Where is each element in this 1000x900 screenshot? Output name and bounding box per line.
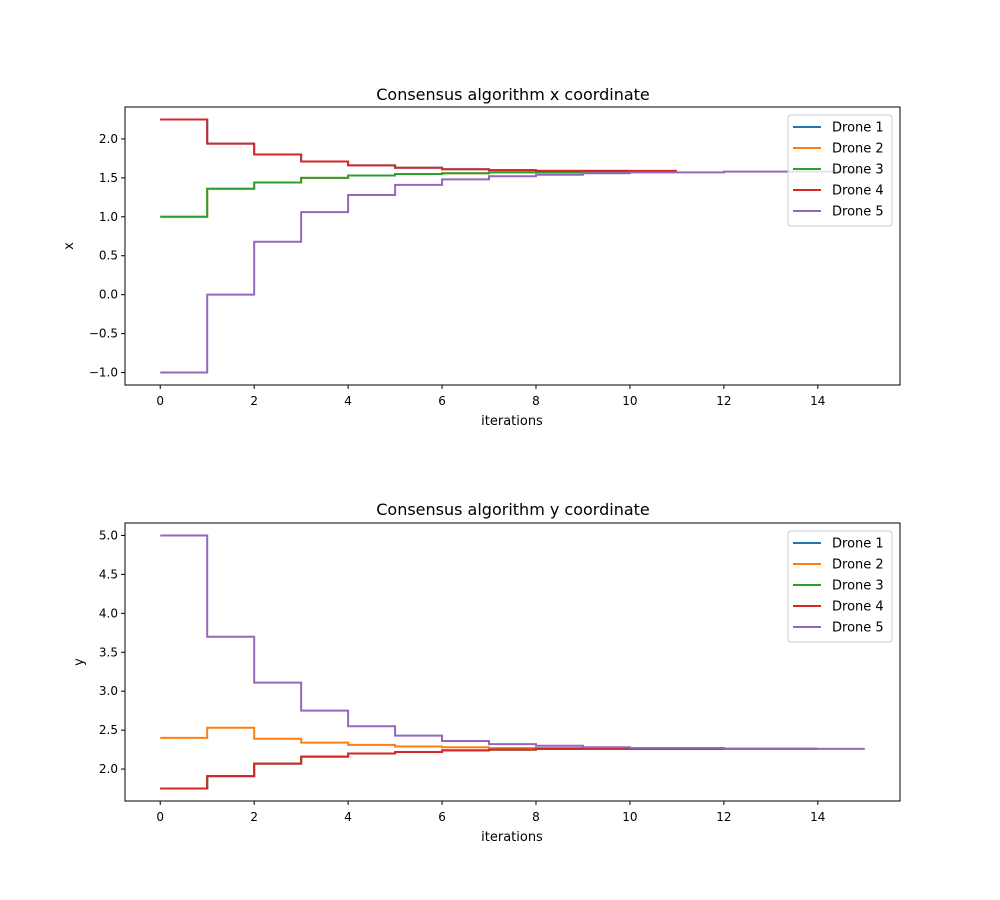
y-tick-label: 2.0 <box>99 762 118 776</box>
x-axis-label: iterations <box>481 414 543 429</box>
y-tick-label: −1.0 <box>89 366 118 380</box>
y-tick-label: −0.5 <box>89 327 118 341</box>
legend: Drone 1 Drone 2 Drone 3 Drone 4 Drone 5 <box>787 530 893 643</box>
series-line-drone-3 <box>160 170 677 218</box>
axes-frame <box>124 106 901 386</box>
series-line-drone-4 <box>160 118 677 172</box>
x-tick-label: 0 <box>156 810 164 824</box>
y-axis-label: x <box>62 242 77 250</box>
x-tick-label: 2 <box>250 810 258 824</box>
x-tick-label: 6 <box>438 810 446 824</box>
legend-label: Drone 4 <box>832 184 884 199</box>
x-tick-label: 8 <box>532 810 540 824</box>
x-tick-label: 10 <box>622 810 637 824</box>
legend-label: Drone 2 <box>832 558 884 573</box>
legend-box <box>787 114 893 227</box>
y-tick-label: 3.5 <box>99 645 118 659</box>
x-tick-label: 12 <box>716 394 731 408</box>
x-tick-label: 8 <box>532 394 540 408</box>
legend-label: Drone 1 <box>832 537 884 552</box>
y-tick-label: 0.5 <box>99 249 118 263</box>
y-tick-label: 5.0 <box>99 528 118 542</box>
legend-label: Drone 5 <box>832 621 884 636</box>
x-tick-label: 4 <box>344 394 352 408</box>
y-axis-label: y <box>72 658 87 666</box>
legend-label: Drone 4 <box>832 600 884 615</box>
chart-title: Consensus algorithm x coordinate <box>376 85 650 104</box>
x-tick-label: 14 <box>810 810 825 824</box>
x-axis: 0 2 4 6 8 10 12 14 <box>156 385 825 408</box>
y-tick-label: 1.0 <box>99 210 118 224</box>
y-tick-label: 2.0 <box>99 132 118 146</box>
y-tick-label: 3.0 <box>99 684 118 698</box>
y-tick-label: 4.0 <box>99 606 118 620</box>
y-tick-label: 4.5 <box>99 567 118 581</box>
legend-label: Drone 3 <box>832 163 884 178</box>
legend-label: Drone 2 <box>832 142 884 157</box>
y-coordinate-chart: Consensus algorithm y coordinate 0 2 4 6 8 10… <box>72 500 901 845</box>
y-tick-label: 1.5 <box>99 171 118 185</box>
y-axis: −1.0 −0.5 0.0 0.5 1.0 1.5 2.0 <box>89 132 125 380</box>
x-axis-label: iterations <box>481 830 543 845</box>
x-tick-label: 12 <box>716 810 731 824</box>
y-axis: 2.0 2.5 3.0 3.5 4.0 4.5 5.0 <box>99 528 125 776</box>
y-tick-label: 2.5 <box>99 723 118 737</box>
axes-frame <box>124 522 901 802</box>
series-line-drone-5 <box>160 534 865 750</box>
plot-area <box>160 118 865 374</box>
legend-label: Drone 3 <box>832 579 884 594</box>
x-axis: 0 2 4 6 8 10 12 14 <box>156 801 825 824</box>
x-coordinate-chart: Consensus algorithm x coordinate 0 2 4 6 8 10… <box>62 85 901 429</box>
legend-box <box>787 530 893 643</box>
x-tick-label: 6 <box>438 394 446 408</box>
x-tick-label: 0 <box>156 394 164 408</box>
chart-title: Consensus algorithm y coordinate <box>376 500 650 519</box>
x-tick-label: 4 <box>344 810 352 824</box>
plot-area <box>160 534 865 790</box>
legend-label: Drone 5 <box>832 205 884 220</box>
x-tick-label: 2 <box>250 394 258 408</box>
legend: Drone 1 Drone 2 Drone 3 Drone 4 Drone 5 <box>787 114 893 227</box>
y-tick-label: 0.0 <box>99 288 118 302</box>
x-tick-label: 10 <box>622 394 637 408</box>
series-line-drone-5 <box>160 170 865 374</box>
x-tick-label: 14 <box>810 394 825 408</box>
legend-label: Drone 1 <box>832 121 884 136</box>
